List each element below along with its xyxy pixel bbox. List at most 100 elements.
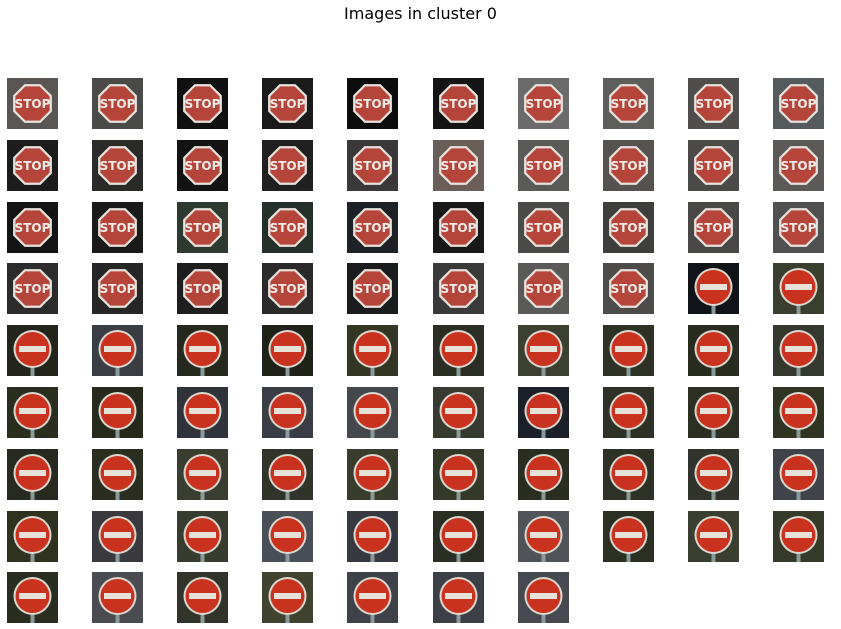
svg-text:STOP: STOP — [440, 159, 476, 173]
stop-sign-thumbnail: STOP — [177, 263, 229, 315]
no-entry-sign-thumbnail — [7, 325, 58, 377]
svg-text:STOP: STOP — [15, 97, 51, 111]
stop-sign-thumbnail: STOP — [772, 78, 824, 129]
stop-sign-thumbnail: STOP — [177, 201, 229, 253]
svg-text:STOP: STOP — [185, 159, 221, 173]
no-entry-sign-thumbnail — [7, 387, 58, 438]
svg-text:STOP: STOP — [610, 221, 646, 235]
svg-text:STOP: STOP — [270, 221, 306, 235]
no-entry-sign-thumbnail — [7, 448, 58, 500]
svg-text:STOP: STOP — [525, 159, 561, 173]
no-entry-sign-thumbnail — [432, 448, 484, 500]
stop-sign-thumbnail: STOP — [687, 78, 739, 129]
no-entry-sign-thumbnail — [177, 510, 229, 562]
no-entry-sign-thumbnail — [7, 510, 58, 562]
no-entry-sign-thumbnail — [687, 510, 739, 562]
no-entry-sign-thumbnail — [517, 510, 569, 562]
stop-sign-thumbnail: STOP — [92, 263, 144, 315]
no-entry-sign-thumbnail — [262, 572, 314, 624]
svg-text:STOP: STOP — [15, 159, 51, 173]
stop-sign-thumbnail: STOP — [772, 201, 824, 253]
stop-sign-thumbnail: STOP — [177, 139, 229, 191]
no-entry-sign-thumbnail — [347, 325, 399, 377]
svg-text:STOP: STOP — [15, 282, 51, 296]
stop-sign-thumbnail: STOP — [262, 201, 314, 253]
no-entry-sign-thumbnail — [602, 448, 654, 500]
stop-sign-thumbnail: STOP — [347, 139, 399, 191]
no-entry-sign-thumbnail — [772, 263, 824, 315]
no-entry-sign-thumbnail — [92, 325, 144, 377]
no-entry-sign-thumbnail — [772, 510, 824, 562]
stop-sign-thumbnail: STOP — [92, 201, 144, 253]
svg-text:STOP: STOP — [610, 159, 646, 173]
stop-sign-thumbnail: STOP — [772, 139, 824, 191]
svg-text:STOP: STOP — [525, 221, 561, 235]
stop-sign-thumbnail: STOP — [517, 139, 569, 191]
svg-text:STOP: STOP — [780, 159, 816, 173]
stop-sign-thumbnail: STOP — [262, 263, 314, 315]
svg-text:STOP: STOP — [780, 97, 816, 111]
svg-text:STOP: STOP — [525, 97, 561, 111]
no-entry-sign-thumbnail — [772, 448, 824, 500]
svg-text:STOP: STOP — [355, 97, 391, 111]
svg-text:STOP: STOP — [270, 282, 306, 296]
svg-text:STOP: STOP — [440, 97, 476, 111]
svg-text:STOP: STOP — [695, 159, 731, 173]
no-entry-sign-thumbnail — [602, 510, 654, 562]
no-entry-sign-thumbnail — [92, 572, 144, 624]
stop-sign-thumbnail: STOP — [687, 139, 739, 191]
stop-sign-thumbnail: STOP — [92, 78, 144, 129]
stop-sign-thumbnail: STOP — [7, 139, 58, 191]
no-entry-sign-thumbnail — [262, 325, 314, 377]
no-entry-sign-thumbnail — [772, 325, 824, 377]
no-entry-sign-thumbnail — [687, 263, 739, 315]
no-entry-sign-thumbnail — [602, 387, 654, 438]
no-entry-sign-thumbnail — [687, 448, 739, 500]
no-entry-sign-thumbnail — [687, 387, 739, 438]
no-entry-sign-thumbnail — [432, 325, 484, 377]
svg-text:STOP: STOP — [695, 97, 731, 111]
stop-sign-thumbnail: STOP — [347, 263, 399, 315]
stop-sign-thumbnail: STOP — [517, 78, 569, 129]
svg-text:STOP: STOP — [185, 97, 221, 111]
stop-sign-thumbnail: STOP — [432, 139, 484, 191]
no-entry-sign-thumbnail — [517, 387, 569, 438]
svg-text:STOP: STOP — [440, 221, 476, 235]
no-entry-sign-thumbnail — [687, 325, 739, 377]
svg-text:STOP: STOP — [355, 282, 391, 296]
no-entry-sign-thumbnail — [432, 510, 484, 562]
no-entry-sign-thumbnail — [347, 387, 399, 438]
no-entry-sign-thumbnail — [92, 448, 144, 500]
stop-sign-thumbnail: STOP — [7, 201, 58, 253]
no-entry-sign-thumbnail — [177, 325, 229, 377]
stop-sign-thumbnail: STOP — [347, 78, 399, 129]
no-entry-sign-thumbnail — [347, 448, 399, 500]
no-entry-sign-thumbnail — [517, 325, 569, 377]
svg-text:STOP: STOP — [100, 97, 136, 111]
no-entry-sign-thumbnail — [92, 510, 144, 562]
stop-sign-thumbnail: STOP — [92, 139, 144, 191]
stop-sign-thumbnail: STOP — [602, 139, 654, 191]
no-entry-sign-thumbnail — [347, 572, 399, 624]
svg-text:STOP: STOP — [695, 221, 731, 235]
stop-sign-thumbnail: STOP — [602, 78, 654, 129]
stop-sign-thumbnail: STOP — [7, 78, 58, 129]
svg-text:STOP: STOP — [270, 97, 306, 111]
no-entry-sign-thumbnail — [432, 387, 484, 438]
no-entry-sign-thumbnail — [262, 510, 314, 562]
stop-sign-thumbnail: STOP — [517, 263, 569, 315]
no-entry-sign-thumbnail — [177, 448, 229, 500]
stop-sign-thumbnail: STOP — [262, 139, 314, 191]
stop-sign-thumbnail: STOP — [432, 78, 484, 129]
no-entry-sign-thumbnail — [432, 572, 484, 624]
stop-sign-thumbnail: STOP — [7, 263, 58, 315]
svg-text:STOP: STOP — [525, 282, 561, 296]
stop-sign-thumbnail: STOP — [347, 201, 399, 253]
no-entry-sign-thumbnail — [177, 387, 229, 438]
svg-text:STOP: STOP — [100, 159, 136, 173]
svg-text:STOP: STOP — [270, 159, 306, 173]
no-entry-sign-thumbnail — [262, 448, 314, 500]
no-entry-sign-thumbnail — [7, 572, 58, 624]
svg-text:STOP: STOP — [355, 221, 391, 235]
